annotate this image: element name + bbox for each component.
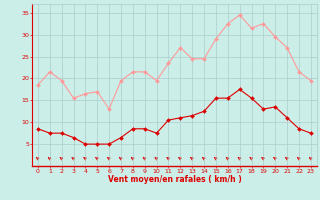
X-axis label: Vent moyen/en rafales ( km/h ): Vent moyen/en rafales ( km/h ) <box>108 175 241 184</box>
